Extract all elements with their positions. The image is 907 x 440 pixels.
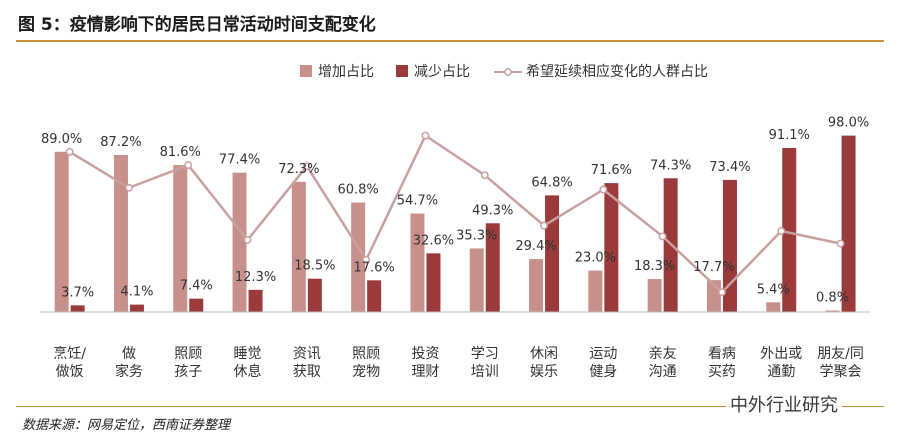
decrease-label-5: 17.6% bbox=[353, 260, 394, 275]
increase-bar-4 bbox=[291, 181, 306, 312]
increase-label-8: 29.4% bbox=[515, 239, 556, 254]
increase-label-7: 35.3% bbox=[456, 228, 497, 243]
category-labels: 烹饪/做饭 做家务 照顾孩子 睡觉休息 资讯获取 照顾宠物 投资理财 学习培训 休闲娱乐 运动健身… bbox=[53, 345, 864, 380]
increase-bar-2 bbox=[173, 165, 188, 312]
increase-label-12: 5.4% bbox=[757, 282, 790, 297]
decrease-bar-7 bbox=[485, 223, 500, 312]
increase-label-13: 0.8% bbox=[816, 291, 849, 306]
decrease-bar-0 bbox=[70, 305, 85, 312]
category-label-12: 外出或通勤 bbox=[760, 346, 802, 380]
hope-line-series bbox=[65, 131, 845, 297]
legend-marker-hope bbox=[504, 68, 512, 76]
decrease-bar-6 bbox=[426, 253, 441, 312]
decrease-label-9: 71.6% bbox=[591, 163, 632, 178]
increase-label-9: 23.0% bbox=[575, 251, 616, 266]
category-label-10: 亲友沟通 bbox=[649, 346, 677, 380]
decrease-label-2: 7.4% bbox=[180, 279, 213, 294]
decrease-label-12: 91.1% bbox=[769, 128, 810, 143]
increase-bar-10 bbox=[647, 279, 662, 312]
hope-point-1 bbox=[125, 183, 133, 192]
hope-point-10 bbox=[658, 232, 667, 241]
legend-swatch-increase bbox=[300, 65, 312, 77]
increase-bar-12 bbox=[766, 302, 781, 312]
increase-bar-1 bbox=[113, 155, 128, 312]
decrease-label-10: 74.3% bbox=[650, 158, 691, 173]
legend-label-increase: 增加占比 bbox=[318, 64, 374, 80]
decrease-bar-5 bbox=[367, 280, 382, 312]
decrease-label-1: 4.1% bbox=[120, 285, 153, 300]
hope-point-12 bbox=[777, 227, 786, 235]
increase-bar-7 bbox=[469, 248, 484, 312]
category-label-1: 做家务 bbox=[115, 346, 143, 380]
decrease-bar-9 bbox=[604, 183, 619, 312]
decrease-bar-4 bbox=[307, 278, 322, 312]
decrease-bar-8 bbox=[545, 195, 560, 312]
decrease-label-6: 32.6% bbox=[413, 233, 454, 248]
decrease-label-3: 12.3% bbox=[235, 270, 276, 285]
hope-point-6 bbox=[421, 131, 430, 140]
hope-point-8 bbox=[540, 221, 548, 230]
hope-point-11 bbox=[718, 288, 726, 297]
increase-bars bbox=[54, 151, 840, 312]
decrease-bar-3 bbox=[248, 289, 263, 312]
figure-title: 图 5：疫情影响下的居民日常活动时间支配变化 bbox=[18, 15, 376, 35]
increase-label-6: 54.7% bbox=[397, 194, 438, 209]
decrease-label-11: 73.4% bbox=[709, 160, 750, 175]
increase-bar-5 bbox=[351, 202, 366, 312]
increase-bar-8 bbox=[529, 259, 544, 312]
increase-bar-9 bbox=[588, 270, 603, 312]
hope-point-0 bbox=[65, 147, 74, 156]
increase-bar-6 bbox=[410, 213, 425, 312]
hope-point-5 bbox=[362, 255, 371, 264]
legend-label-decrease: 减少占比 bbox=[414, 64, 470, 80]
hope-point-2 bbox=[184, 161, 193, 170]
increase-label-4: 72.3% bbox=[278, 162, 319, 177]
increase-label-10: 18.3% bbox=[634, 259, 675, 274]
value-labels: 89.0% 3.7% 87.2% 4.1% 81.6% 7.4% 77.4% 12.3% 72.… bbox=[41, 116, 869, 306]
decrease-label-4: 18.5% bbox=[294, 259, 335, 274]
legend-label-hope: 希望延续相应变化的人群占比 bbox=[526, 63, 708, 80]
hope-point-4 bbox=[302, 162, 311, 171]
decrease-label-7: 49.3% bbox=[472, 203, 513, 218]
hope-point-13 bbox=[836, 239, 845, 248]
category-label-2: 照顾孩子 bbox=[174, 346, 202, 380]
hope-point-9 bbox=[599, 185, 608, 194]
source-rule bbox=[16, 406, 884, 407]
category-label-3: 睡觉休息 bbox=[234, 346, 262, 380]
increase-label-11: 17.7% bbox=[693, 260, 734, 275]
category-label-7: 学习培训 bbox=[471, 346, 499, 380]
decrease-bar-2 bbox=[189, 298, 204, 312]
hope-point-3 bbox=[243, 236, 252, 244]
category-label-5: 照顾宠物 bbox=[352, 346, 380, 380]
title-rule bbox=[16, 40, 884, 42]
increase-label-3: 77.4% bbox=[219, 153, 260, 168]
increase-label-1: 87.2% bbox=[100, 135, 141, 150]
increase-bar-3 bbox=[232, 172, 247, 312]
increase-bar-13 bbox=[825, 310, 840, 312]
increase-label-0: 89.0% bbox=[41, 132, 82, 147]
decrease-label-0: 3.7% bbox=[61, 285, 94, 300]
chart-legend: 增加占比 减少占比 希望延续相应变化的人群占比 bbox=[300, 63, 708, 80]
hope-line bbox=[69, 133, 841, 294]
decrease-bar-1 bbox=[129, 304, 144, 312]
category-label-13: 朋友/同学聚会 bbox=[817, 346, 864, 380]
decrease-label-8: 64.8% bbox=[531, 175, 572, 190]
legend-swatch-decrease bbox=[396, 65, 408, 77]
watermark-logo: 中外行业研究 bbox=[726, 391, 842, 417]
decrease-label-13: 98.0% bbox=[828, 116, 869, 131]
category-label-11: 看病买药 bbox=[708, 346, 736, 380]
decrease-bar-12 bbox=[782, 148, 797, 312]
increase-label-5: 60.8% bbox=[337, 183, 378, 198]
category-label-8: 休闲娱乐 bbox=[530, 346, 558, 380]
category-label-0: 烹饪/做饭 bbox=[53, 345, 86, 380]
decrease-bar-13 bbox=[841, 135, 856, 312]
hope-point-7 bbox=[480, 171, 489, 180]
category-label-9: 运动健身 bbox=[589, 346, 617, 380]
category-label-6: 投资理财 bbox=[411, 346, 439, 380]
increase-bar-0 bbox=[54, 151, 69, 312]
figure-source: 数据来源：网易定位，西南证券整理 bbox=[22, 418, 231, 433]
category-label-4: 资讯获取 bbox=[293, 346, 321, 380]
increase-label-2: 81.6% bbox=[160, 145, 201, 160]
